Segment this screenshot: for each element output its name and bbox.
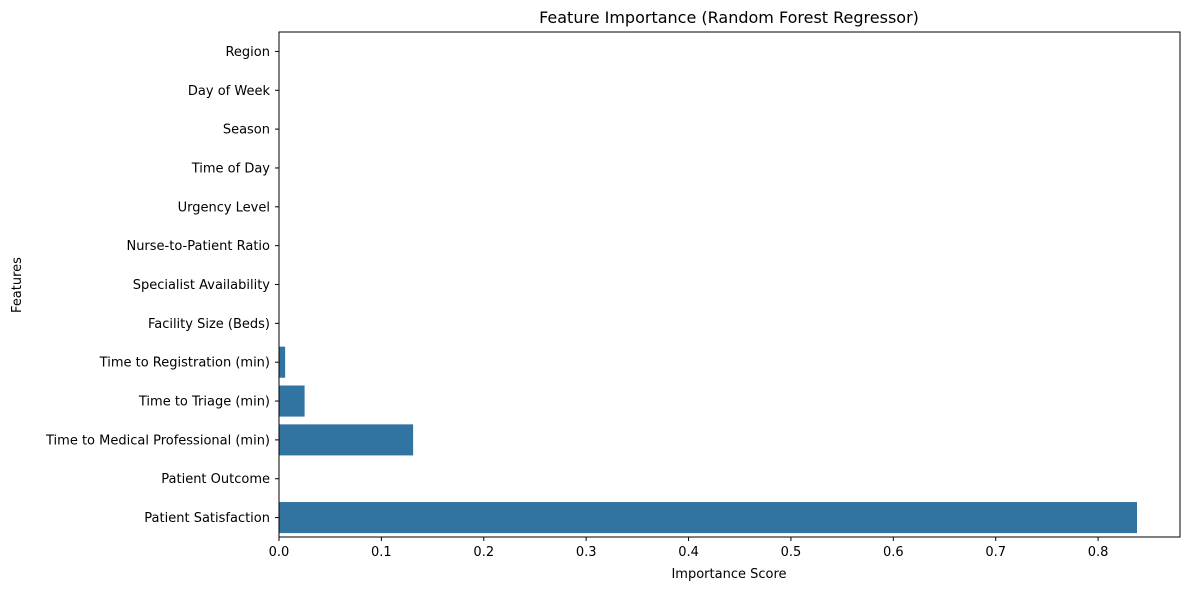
y-tick-label: Season xyxy=(223,123,270,138)
x-tick-label: 0.1 xyxy=(371,545,392,560)
y-tick-label: Urgency Level xyxy=(178,200,270,215)
x-tick-label: 0.8 xyxy=(1088,545,1109,560)
y-axis-title: Features xyxy=(10,257,25,313)
y-tick-label: Day of Week xyxy=(188,84,271,99)
x-tick-label: 0.2 xyxy=(473,545,494,560)
bar-10 xyxy=(279,385,305,417)
y-tick-label: Time of Day xyxy=(191,161,271,176)
y-axis-ticks: Region Day of Week Season Time of Day Urgenc… xyxy=(45,45,279,526)
x-tick-label: 0.6 xyxy=(883,545,904,560)
bar-13 xyxy=(279,502,1137,534)
x-tick-label: 0.0 xyxy=(269,545,290,560)
x-tick-label: 0.3 xyxy=(576,545,597,560)
x-tick-label: 0.7 xyxy=(985,545,1006,560)
x-tick-label: 0.5 xyxy=(781,545,802,560)
y-tick-label: Specialist Availability xyxy=(133,278,271,293)
y-tick-label: Patient Satisfaction xyxy=(144,511,270,526)
plot-frame xyxy=(278,31,1181,538)
x-axis-ticks: 0.0 0.1 0.2 0.3 0.4 0.5 0.6 0.7 0.8 xyxy=(269,537,1109,560)
x-axis-title: Importance Score xyxy=(671,567,786,582)
bar-9 xyxy=(279,346,286,378)
y-tick-label: Time to Medical Professional (min) xyxy=(45,433,270,448)
x-tick-label: 0.4 xyxy=(678,545,699,560)
bar-11 xyxy=(279,424,414,456)
chart-title: Feature Importance (Random Forest Regres… xyxy=(539,8,919,27)
y-tick-label: Nurse-to-Patient Ratio xyxy=(126,239,270,254)
bars-layer xyxy=(279,346,1137,534)
y-tick-label: Time to Triage (min) xyxy=(138,395,270,410)
y-tick-label: Facility Size (Beds) xyxy=(148,317,270,332)
y-tick-label: Region xyxy=(225,45,270,60)
y-tick-label: Patient Outcome xyxy=(161,472,270,487)
y-tick-label: Time to Registration (min) xyxy=(99,356,270,371)
